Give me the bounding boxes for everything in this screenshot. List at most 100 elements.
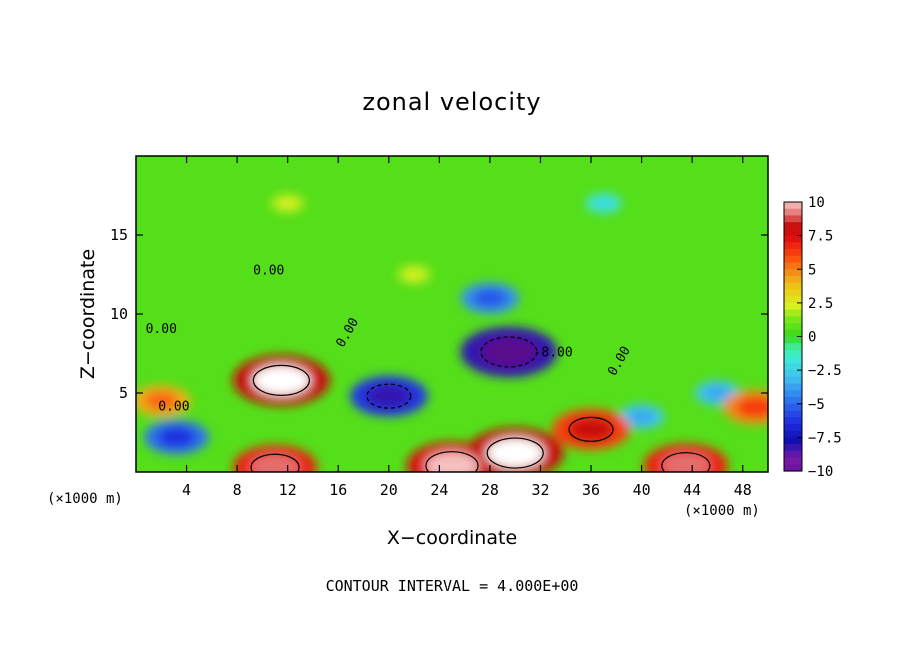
y-tick-label: 5 <box>119 384 128 402</box>
colorbar-swatch <box>784 423 802 432</box>
x-tick-label: 28 <box>481 481 499 499</box>
contour-label: -8.00 <box>534 346 573 361</box>
colorbar-swatch <box>784 444 802 452</box>
colorbar-tick-label: 0 <box>808 330 816 346</box>
colorbar-swatch <box>784 450 802 459</box>
plot-area <box>136 156 768 472</box>
colorbar-swatch <box>784 464 802 472</box>
colorbar-swatch <box>784 403 802 412</box>
colorbar-swatch <box>784 410 802 418</box>
colorbar-swatch <box>784 302 802 311</box>
colorbar-swatch <box>784 208 802 217</box>
colorbar-tick-label: −5 <box>808 397 825 413</box>
colorbar-tick-label: 2.5 <box>808 296 833 312</box>
field-blob-core <box>157 426 196 448</box>
colorbar-swatch <box>784 370 802 378</box>
colorbar-swatch <box>784 235 802 243</box>
colorbar-swatch <box>784 309 802 317</box>
colorbar-swatch <box>784 356 802 364</box>
x-tick-label: 32 <box>531 481 549 499</box>
field-blob-core <box>703 385 732 401</box>
x-axis: 4 8 12 16 20 24 28 32 36 40 44 48 <box>182 156 752 499</box>
x-tick-label: 8 <box>233 481 242 499</box>
field-blob-core <box>592 197 615 210</box>
contour-line <box>568 416 614 442</box>
colorbar-swatch <box>784 316 802 324</box>
contour-interval-note: CONTOUR INTERVAL = 4.000E+00 <box>325 577 579 595</box>
field-background <box>136 156 768 472</box>
colorbar-tick-label: 5 <box>808 262 816 278</box>
colorbar-swatch <box>784 296 802 304</box>
field-blob-core <box>567 417 615 442</box>
colorbar-swatch <box>784 437 802 445</box>
colorbar-tick-label: 7.5 <box>808 229 833 245</box>
colorbar-swatch <box>784 202 802 210</box>
field-blob-core <box>425 451 479 472</box>
colorbar-swatch <box>784 329 802 338</box>
y-tick-label: 15 <box>110 226 128 244</box>
colorbar-swatch <box>784 390 802 398</box>
colorbar-swatch <box>784 275 802 284</box>
colorbar-tick-label: −7.5 <box>808 430 842 446</box>
field-blob-core <box>486 438 544 468</box>
colorbar-swatch <box>784 383 802 391</box>
colorbar-swatch <box>784 430 802 438</box>
x-tick-label: 36 <box>582 481 600 499</box>
colorbar-swatch <box>784 376 802 385</box>
x-unit-label-right: (×1000 m) <box>684 503 760 519</box>
colorbar-tick-label: −10 <box>808 464 833 480</box>
x-unit-label: (×1000 m) <box>47 491 123 507</box>
x-tick-label: 44 <box>683 481 701 499</box>
colorbar-swatch <box>784 397 802 405</box>
x-tick-label: 20 <box>380 481 398 499</box>
colorbar-tick-label: 10 <box>808 195 825 211</box>
x-tick-label: 24 <box>430 481 448 499</box>
contour-line <box>252 364 310 396</box>
field-blob-core <box>628 409 656 425</box>
colorbar-swatch <box>784 269 802 277</box>
field-blob-core <box>480 337 538 367</box>
colorbar-swatch <box>784 323 802 331</box>
x-tick-label: 48 <box>734 481 752 499</box>
field-blob-core <box>403 268 425 281</box>
colorbar-swatch <box>784 255 802 264</box>
colorbar-swatch <box>784 242 802 250</box>
contour-label: 0.00 <box>253 264 284 279</box>
colorbar-swatch <box>784 336 802 344</box>
contour-line <box>661 452 711 472</box>
contour-line <box>486 437 544 469</box>
x-tick-label: 12 <box>279 481 297 499</box>
field-blob-core <box>736 396 768 418</box>
contour-line <box>366 383 412 409</box>
colorbar-swatch <box>784 249 802 257</box>
colorbar-swatch <box>784 349 802 358</box>
y-tick-label: 10 <box>110 305 128 323</box>
x-axis-label: X−coordinate <box>386 527 518 549</box>
colorbar-tick-label: −2.5 <box>808 363 842 379</box>
chart-title: zonal velocity <box>362 88 542 116</box>
colorbar-swatch <box>784 215 802 223</box>
colorbar-swatch <box>784 417 802 425</box>
contour-line <box>250 453 300 472</box>
colorbar: 10 7.5 5 2.5 0 −2.5 −5 −7.5 −10 <box>783 195 842 480</box>
contour-label: 0.00 <box>158 399 189 414</box>
colorbar-swatch <box>784 222 802 230</box>
colorbar-swatch <box>784 457 802 465</box>
field-blob-core <box>276 197 299 210</box>
colorbar-swatch <box>784 228 802 237</box>
field-blob-core <box>365 384 412 409</box>
x-tick-label: 40 <box>633 481 651 499</box>
field-blob-core <box>660 452 711 472</box>
colorbar-swatch <box>784 282 802 291</box>
contour-line <box>425 451 479 472</box>
colorbar-swatch <box>784 363 802 371</box>
field-blob-core <box>252 365 311 396</box>
y-axis: 5 10 15 <box>110 226 768 402</box>
contour-line <box>480 336 538 368</box>
colorbar-swatch <box>784 262 802 270</box>
field-blob-core <box>143 391 179 411</box>
colorbar-swatch <box>784 343 802 351</box>
colorbar-swatch <box>784 289 802 297</box>
contour-label: 0.00 <box>146 322 177 337</box>
